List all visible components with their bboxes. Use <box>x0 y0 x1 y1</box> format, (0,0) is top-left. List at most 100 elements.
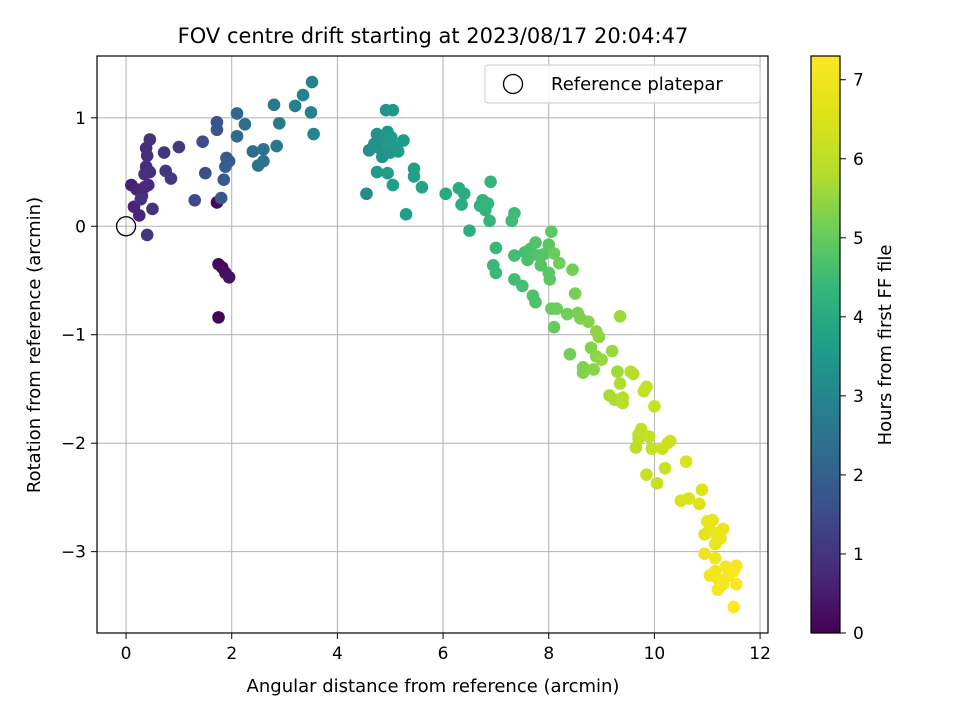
data-point <box>729 559 743 573</box>
plot-area <box>97 56 768 633</box>
data-point <box>716 522 730 536</box>
colorbar-tick-label: 0 <box>853 624 864 644</box>
data-point <box>463 224 476 237</box>
reference-point <box>115 216 137 237</box>
data-point <box>547 320 561 334</box>
y-axis-label: Rotation from reference (arcmin) <box>24 197 45 493</box>
data-point <box>370 165 384 179</box>
data-point <box>560 307 574 321</box>
colorbar-tick-label: 5 <box>853 229 864 249</box>
y-tick-label: 1 <box>75 109 86 129</box>
data-point <box>230 107 244 120</box>
data-point <box>305 75 319 89</box>
data-point <box>613 377 627 390</box>
colorbar-tick-label: 6 <box>853 150 864 170</box>
colorbar-tick-label: 2 <box>853 466 864 486</box>
x-tick-label: 6 <box>438 644 449 664</box>
data-point <box>729 577 743 591</box>
data-point <box>141 178 155 192</box>
data-point <box>257 142 270 156</box>
colorbar-tick-label: 4 <box>853 308 864 328</box>
data-point <box>391 145 405 158</box>
data-point <box>222 270 236 284</box>
data-point <box>483 214 496 228</box>
data-point <box>534 259 548 272</box>
data-point <box>663 434 677 448</box>
data-point <box>210 123 224 137</box>
data-point <box>457 187 471 201</box>
data-point <box>595 353 608 366</box>
data-point <box>246 145 260 158</box>
y-tick-label: 0 <box>75 217 86 237</box>
data-point <box>695 483 709 497</box>
scatter-points <box>125 75 743 614</box>
legend: Reference platepar <box>484 64 761 104</box>
data-point <box>626 367 640 381</box>
data-point <box>399 208 413 221</box>
data-point <box>714 532 727 545</box>
data-point <box>508 249 521 262</box>
colorbar-frame <box>810 55 841 634</box>
data-point <box>547 247 561 260</box>
colorbar-tick-label: 3 <box>853 387 864 407</box>
data-point <box>543 273 557 286</box>
data-point <box>157 146 171 159</box>
data-point <box>650 477 664 490</box>
x-tick-label: 8 <box>543 644 554 664</box>
data-point <box>267 98 281 112</box>
data-point <box>164 172 178 185</box>
data-point <box>682 492 696 505</box>
chart-title: FOV centre drift starting at 2023/08/17 … <box>178 24 689 48</box>
data-point <box>230 129 244 143</box>
colorbar-tick-label: 7 <box>853 71 864 91</box>
data-point <box>397 134 410 147</box>
data-point <box>553 256 566 270</box>
data-point <box>307 127 320 141</box>
data-point <box>455 198 468 211</box>
data-point <box>415 180 429 194</box>
data-point <box>134 192 148 206</box>
data-point <box>632 432 645 446</box>
data-point <box>386 178 400 192</box>
data-point <box>439 187 453 201</box>
grid <box>97 56 768 633</box>
data-point <box>640 380 653 394</box>
data-point <box>605 344 619 358</box>
data-point <box>727 600 740 614</box>
data-point <box>616 396 630 410</box>
data-point <box>658 461 672 475</box>
data-point <box>634 422 648 436</box>
data-point <box>521 253 534 267</box>
legend-box <box>484 64 761 104</box>
data-point <box>576 366 590 379</box>
data-point <box>587 363 600 376</box>
data-point <box>679 455 693 468</box>
data-point <box>484 175 497 189</box>
data-point <box>138 167 151 181</box>
data-point <box>537 248 550 261</box>
x-tick-label: 10 <box>644 644 666 664</box>
data-point <box>217 173 231 186</box>
data-point <box>645 442 659 455</box>
data-point <box>640 468 653 481</box>
data-point <box>360 187 373 201</box>
x-tick-label: 0 <box>121 644 132 664</box>
data-point <box>529 295 542 309</box>
y-tick-label: −2 <box>61 434 86 454</box>
x-tick-label: 4 <box>332 644 343 664</box>
plot-frame <box>96 55 769 634</box>
data-point <box>172 140 186 154</box>
data-point <box>384 131 398 144</box>
data-point <box>698 547 711 561</box>
reference-marker <box>115 216 137 237</box>
data-point <box>592 330 606 344</box>
data-point <box>381 166 394 180</box>
data-point <box>642 430 656 443</box>
data-point <box>272 116 286 130</box>
data-point <box>407 170 421 183</box>
data-point <box>693 497 706 511</box>
y-tick-label: −3 <box>61 543 86 563</box>
data-point <box>648 400 661 413</box>
data-point <box>270 139 283 153</box>
